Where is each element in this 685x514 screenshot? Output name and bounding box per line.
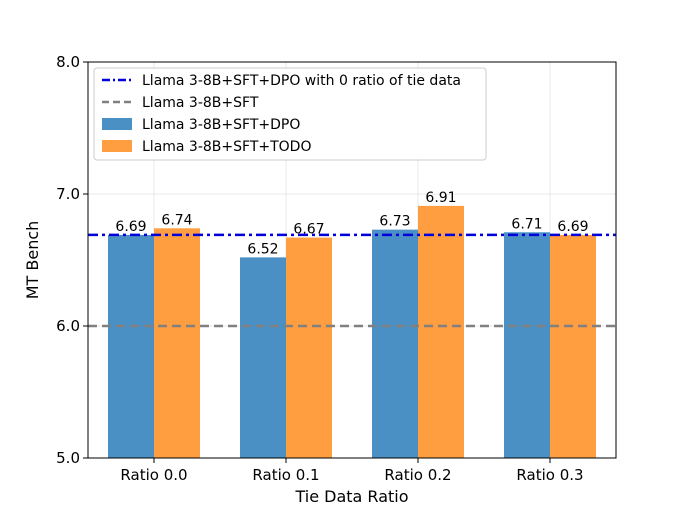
x-axis-ticks: Ratio 0.0 Ratio 0.1 Ratio 0.2 Ratio 0.3 [120,458,584,484]
legend-label: Llama 3-8B+SFT [142,95,259,111]
data-label: 6.74 [161,212,192,228]
bar-dpo [372,229,418,458]
x-tick-label: Ratio 0.1 [252,466,319,484]
data-label: 6.52 [247,241,278,257]
data-label: 6.67 [293,222,324,238]
bars [108,205,596,458]
legend-label: Llama 3-8B+SFT+DPO with 0 ratio of tie d… [142,73,461,89]
y-tick-label: 7.0 [56,185,80,203]
y-tick-label: 6.0 [56,317,80,335]
legend-box [93,67,487,161]
bar-dpo [504,232,550,458]
data-label: 6.69 [115,219,146,235]
legend-label: Llama 3-8B+SFT+TODO [142,139,311,155]
x-tick-label: Ratio 0.2 [384,466,451,484]
bar-todo [550,234,596,458]
legend-swatch-bar [102,118,132,130]
data-label: 6.73 [379,214,410,230]
data-label: 6.69 [557,219,588,235]
plot-area-frame [87,61,617,459]
bar-dpo [240,257,286,458]
bar-todo [154,228,200,458]
y-axis-label: MT Bench [23,221,42,300]
legend: Llama 3-8B+SFT+DPO with 0 ratio of tie d… [93,67,487,161]
bar-dpo [108,234,154,458]
y-axis-ticks: 5.0 6.0 7.0 8.0 [56,53,88,467]
data-label: 6.91 [425,190,456,206]
legend-label: Llama 3-8B+SFT+DPO [142,117,300,133]
data-labels: 6.69 6.74 6.52 6.67 6.73 6.91 6.71 6.69 [115,190,588,257]
bar-todo [418,205,464,458]
y-tick-label: 5.0 [56,449,80,467]
x-axis-label: Tie Data Ratio [294,487,408,506]
data-label: 6.71 [511,216,542,232]
reference-lines [88,233,616,328]
bar-todo [286,237,332,458]
x-tick-label: Ratio 0.0 [120,466,187,484]
y-tick-label: 8.0 [56,53,80,71]
legend-swatch-bar [102,140,132,152]
x-tick-label: Ratio 0.3 [516,466,583,484]
